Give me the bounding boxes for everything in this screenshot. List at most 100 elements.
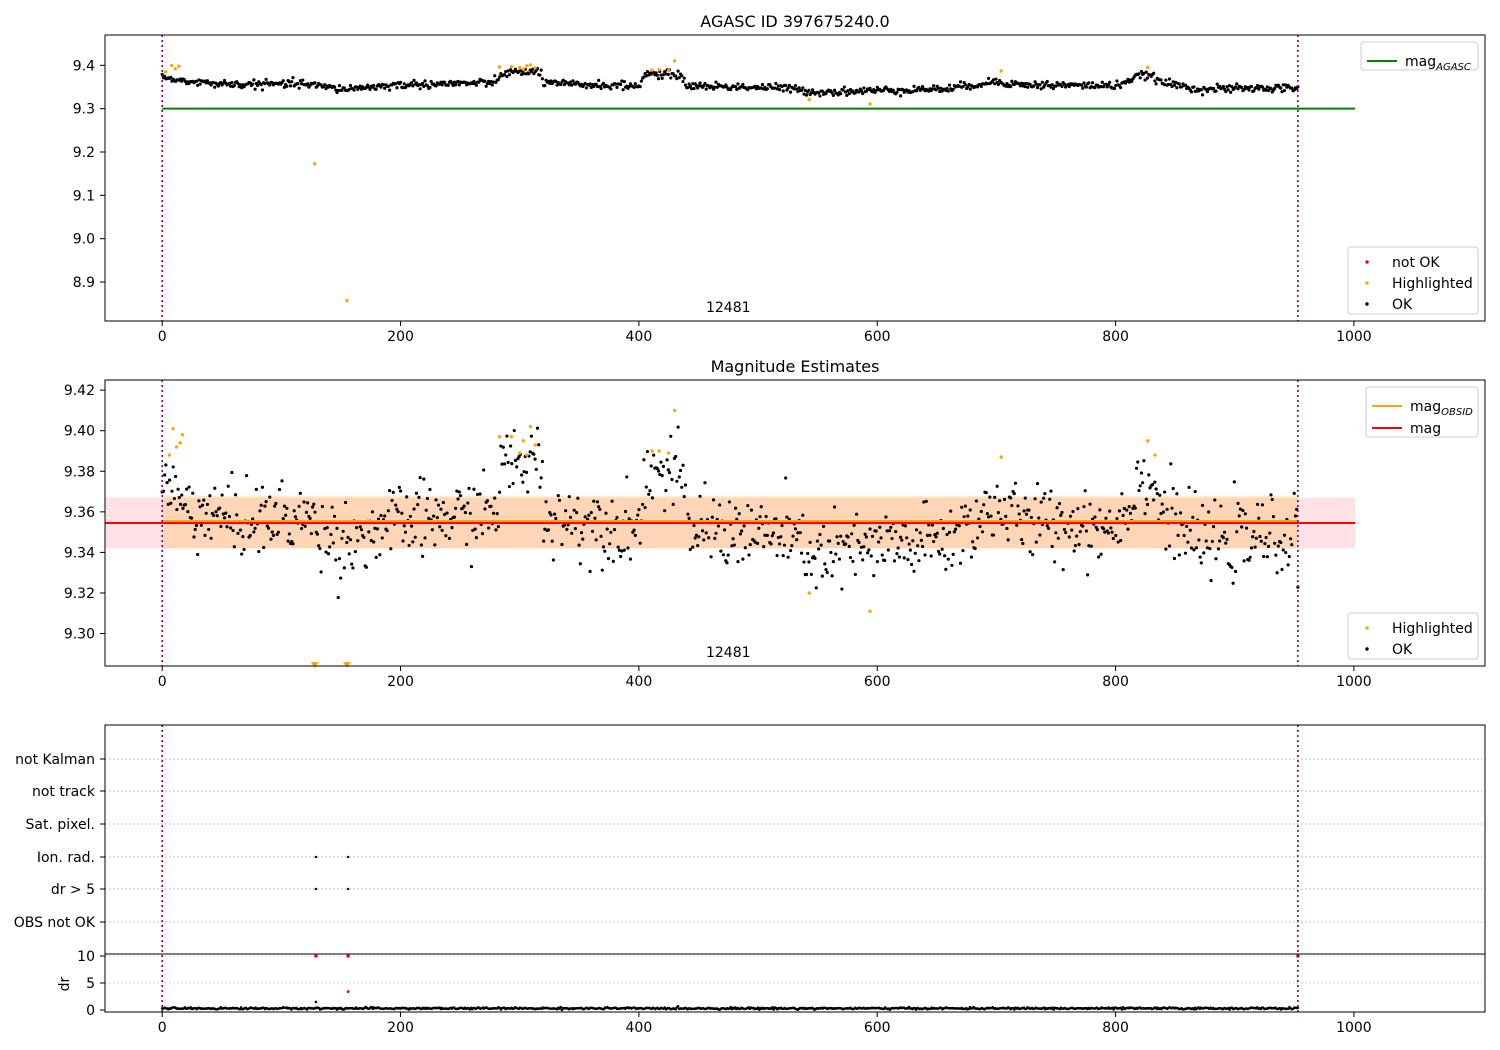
ok-point (171, 465, 175, 469)
ok-point (798, 531, 802, 535)
ok-point (347, 552, 351, 556)
ok-point (763, 533, 767, 537)
ok-point (704, 87, 708, 91)
ok-point (323, 83, 327, 87)
ok-point (848, 555, 853, 560)
ok-point (732, 543, 736, 547)
ok-point (1290, 543, 1294, 547)
ok-point (1109, 526, 1113, 530)
ok-point (340, 536, 344, 541)
ok-point (851, 89, 855, 93)
ok-point (842, 85, 846, 89)
ok-point (1281, 83, 1285, 87)
ok-point (884, 515, 888, 519)
ok-point (1143, 78, 1147, 82)
x-tick-label: 600 (864, 1020, 891, 1036)
ok-point (1137, 72, 1141, 76)
ok-point (760, 83, 765, 87)
ok-point (917, 85, 921, 89)
ok-point (889, 525, 893, 529)
ok-point (786, 86, 790, 90)
ok-point (868, 86, 872, 90)
legend-marker (1365, 626, 1369, 630)
ok-point (194, 79, 199, 83)
ok-point (918, 531, 922, 535)
ok-point (963, 504, 967, 508)
obsid-label: 12481 (706, 300, 751, 316)
ok-point (927, 523, 931, 527)
ok-point (443, 512, 447, 517)
obsid-label: 12481 (706, 645, 751, 661)
ok-point (895, 90, 899, 94)
ok-point (336, 88, 340, 93)
ok-point (951, 552, 955, 556)
ok-point (821, 524, 826, 529)
ok-point (1282, 533, 1287, 537)
ok-point (808, 540, 812, 544)
ok-point (1236, 87, 1240, 91)
ok-point (985, 82, 989, 86)
panel3-axes: not Kalman not track Sat. pixel. Ion. rad. d… (14, 752, 1372, 1036)
ok-point (1271, 515, 1276, 519)
ok-point (741, 82, 745, 87)
ok-point (191, 491, 195, 495)
ok-point (1076, 506, 1080, 511)
ok-point (362, 535, 366, 540)
ok-point (435, 515, 439, 520)
ok-point (240, 552, 244, 556)
ok-point (1155, 492, 1159, 496)
ok-point (414, 491, 419, 495)
legend-label: Highlighted (1392, 276, 1473, 292)
ok-point (539, 68, 543, 72)
ok-point (730, 544, 734, 548)
legend-marker (1365, 281, 1369, 285)
ok-point (830, 574, 834, 578)
ok-point (726, 553, 730, 557)
ok-point (831, 559, 835, 564)
ok-point (544, 500, 548, 504)
ok-point (1082, 81, 1086, 85)
ok-point (891, 88, 895, 92)
ok-point (620, 549, 624, 553)
ok-point (1120, 492, 1124, 496)
ok-point (549, 513, 553, 517)
dr-point (771, 1005, 774, 1009)
ok-point (271, 533, 276, 537)
ok-point (681, 79, 685, 84)
ok-point (534, 467, 538, 471)
ok-point (850, 532, 854, 536)
ok-point (835, 535, 839, 539)
ok-point (324, 86, 328, 91)
ok-point (422, 477, 426, 481)
panel2-frame (104, 379, 1486, 667)
ok-point (688, 84, 692, 88)
ok-point (663, 509, 667, 513)
ok-point (515, 465, 519, 469)
ok-point (764, 514, 768, 519)
ok-point (428, 487, 432, 492)
ok-point (543, 84, 547, 88)
ok-point (381, 83, 386, 87)
ok-point (879, 536, 883, 540)
ok-point (943, 554, 947, 558)
ok-point (1170, 506, 1174, 510)
ok-point (489, 80, 493, 84)
ok-point (211, 80, 216, 85)
ok-point (852, 523, 856, 527)
ok-point (221, 512, 225, 516)
highlighted-point (672, 408, 677, 413)
ok-point (947, 530, 952, 534)
ok-point (1023, 496, 1027, 500)
ok-point (351, 566, 355, 570)
legend-label: Highlighted (1392, 621, 1473, 637)
ok-point (1114, 533, 1118, 538)
ok-point (219, 524, 223, 529)
ok-point (819, 543, 823, 547)
ok-point (380, 536, 384, 540)
x-tick-label: 1000 (1336, 1020, 1372, 1036)
ok-point (1024, 81, 1029, 86)
ok-point (496, 78, 500, 82)
ok-point (214, 510, 218, 514)
ok-point (567, 83, 571, 87)
ok-point (832, 88, 837, 92)
